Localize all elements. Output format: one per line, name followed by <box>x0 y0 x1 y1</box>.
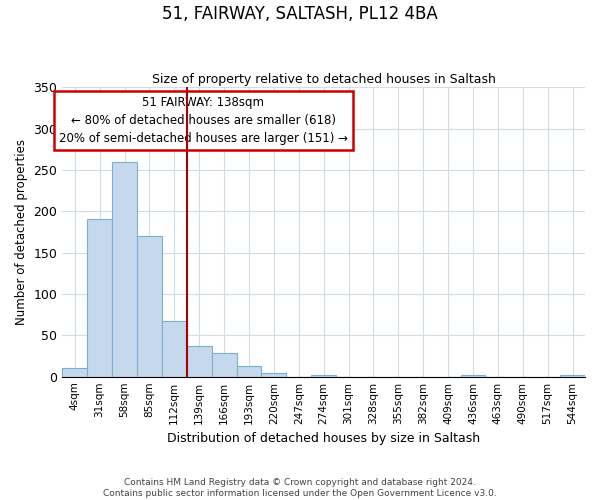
Bar <box>62 368 87 376</box>
Bar <box>137 236 162 376</box>
Bar <box>560 375 585 376</box>
Bar <box>461 375 485 376</box>
Text: 51 FAIRWAY: 138sqm
← 80% of detached houses are smaller (618)
20% of semi-detach: 51 FAIRWAY: 138sqm ← 80% of detached hou… <box>59 96 348 145</box>
Text: Contains HM Land Registry data © Crown copyright and database right 2024.
Contai: Contains HM Land Registry data © Crown c… <box>103 478 497 498</box>
Bar <box>311 375 336 376</box>
Bar <box>262 372 286 376</box>
Bar <box>212 352 236 376</box>
Y-axis label: Number of detached properties: Number of detached properties <box>15 139 28 325</box>
Bar <box>236 366 262 376</box>
Bar <box>112 162 137 376</box>
Bar <box>87 218 112 376</box>
Bar <box>162 322 187 376</box>
Title: Size of property relative to detached houses in Saltash: Size of property relative to detached ho… <box>152 73 496 86</box>
Text: 51, FAIRWAY, SALTASH, PL12 4BA: 51, FAIRWAY, SALTASH, PL12 4BA <box>162 5 438 23</box>
X-axis label: Distribution of detached houses by size in Saltash: Distribution of detached houses by size … <box>167 432 480 445</box>
Bar <box>187 346 212 376</box>
